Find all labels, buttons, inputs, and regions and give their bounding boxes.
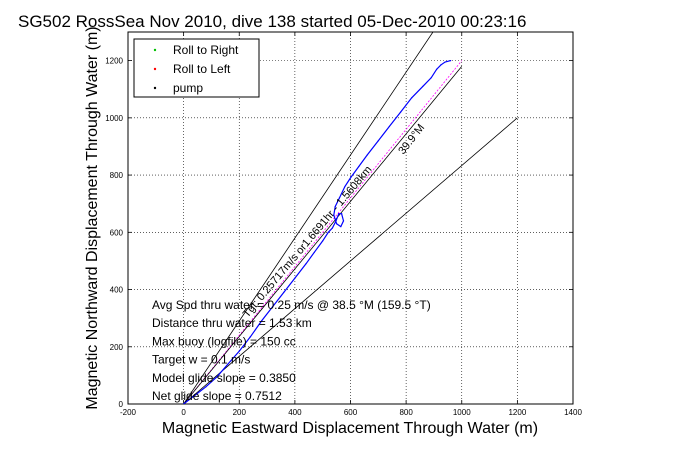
track-point: [366, 154, 368, 156]
track-point: [411, 97, 413, 99]
x-tick-label: 600: [344, 408, 358, 417]
track-point: [333, 214, 335, 216]
track-point: [338, 213, 340, 215]
y-tick-label: 800: [110, 171, 124, 180]
y-tick-label: 0: [119, 400, 124, 409]
legend-marker-roll-right: [153, 48, 157, 52]
track-point: [216, 376, 218, 378]
guide-line: [183, 60, 463, 404]
axis-ticks: -200 0 200 400 600 800 1000 1200 140002004006008…: [105, 32, 582, 417]
track-point: [440, 64, 442, 66]
track-point: [305, 263, 307, 265]
stat-line: Max buoy (logfile) = 150 cc: [152, 334, 296, 348]
y-tick-label: 1200: [105, 57, 123, 66]
track-point: [388, 125, 391, 128]
track-point: [349, 177, 352, 179]
track-point: [249, 336, 251, 338]
track-point: [358, 165, 360, 168]
legend-marker-pump: [153, 86, 157, 90]
track-point: [338, 197, 340, 199]
track-point: [205, 386, 207, 388]
x-tick-label: 1400: [564, 408, 582, 417]
track-point: [322, 240, 324, 242]
legend-label-roll-right: Roll to Right: [173, 43, 239, 57]
track-point: [238, 350, 240, 352]
track-point: [430, 77, 432, 79]
guide-line: [183, 117, 518, 404]
legend-label-roll-left: Roll to Left: [173, 62, 231, 76]
track-point: [436, 68, 438, 70]
track-point: [342, 220, 345, 222]
x-axis-label: Magnetic Eastward Displacement Through W…: [162, 420, 538, 437]
legend: Roll to Right Roll to Left pump: [133, 38, 260, 98]
track-point: [444, 61, 446, 63]
x-tick-label: 200: [233, 408, 247, 417]
track-point: [260, 320, 263, 322]
track-point: [335, 220, 337, 222]
track-point: [341, 213, 343, 215]
stat-line: Target w = 0.1 m/s: [152, 353, 250, 367]
stat-line: Distance thru water = 1.53 km: [152, 316, 312, 330]
stat-line: Model glide slope = 0.3850: [152, 371, 296, 385]
grid-lines: [128, 32, 573, 404]
stat-line: Net glide slope = 0.7512: [152, 389, 282, 403]
x-tick-label: 0: [181, 408, 186, 417]
track-point: [194, 394, 196, 397]
guide-line: [183, 32, 434, 404]
chart-title: SG502 RossSea Nov 2010, dive 138 started…: [18, 12, 526, 31]
track-point: [327, 231, 329, 233]
track-point: [313, 251, 315, 253]
y-tick-label: 600: [110, 228, 124, 237]
guide-line: [183, 66, 463, 404]
track-point: [422, 85, 424, 87]
x-tick-label: 400: [288, 408, 302, 417]
track-point: [227, 363, 229, 365]
stat-line: Avg Spd thru water = 0.25 m/s @ 38.5 °M …: [152, 298, 431, 312]
track-point: [331, 227, 334, 229]
track-point: [340, 225, 342, 228]
legend-marker-roll-left: [153, 67, 157, 71]
track-point: [183, 403, 185, 404]
track-point: [283, 291, 285, 293]
x-tick-label: 1200: [508, 408, 526, 417]
legend-label-pump: pump: [173, 81, 203, 95]
series-group: [183, 60, 452, 404]
track-point: [294, 277, 296, 279]
y-tick-label: 400: [110, 286, 124, 295]
x-tick-label: -200: [120, 408, 137, 417]
track-point: [334, 205, 336, 208]
y-tick-label: 1000: [105, 114, 123, 123]
track-point: [335, 223, 338, 225]
y-tick-label: 200: [110, 343, 124, 352]
stats-block: Avg Spd thru water = 0.25 m/s @ 38.5 °M …: [152, 298, 431, 403]
guide-lines: [183, 32, 518, 404]
track-point: [450, 60, 452, 62]
track-point: [344, 185, 346, 188]
x-tick-label: 1000: [453, 408, 471, 417]
y-axis-label: Magnetic Northward Displacement Through …: [84, 26, 101, 409]
track-point: [399, 111, 402, 113]
track-point: [377, 140, 379, 142]
track-point: [272, 306, 274, 308]
x-tick-label: 800: [399, 408, 413, 417]
